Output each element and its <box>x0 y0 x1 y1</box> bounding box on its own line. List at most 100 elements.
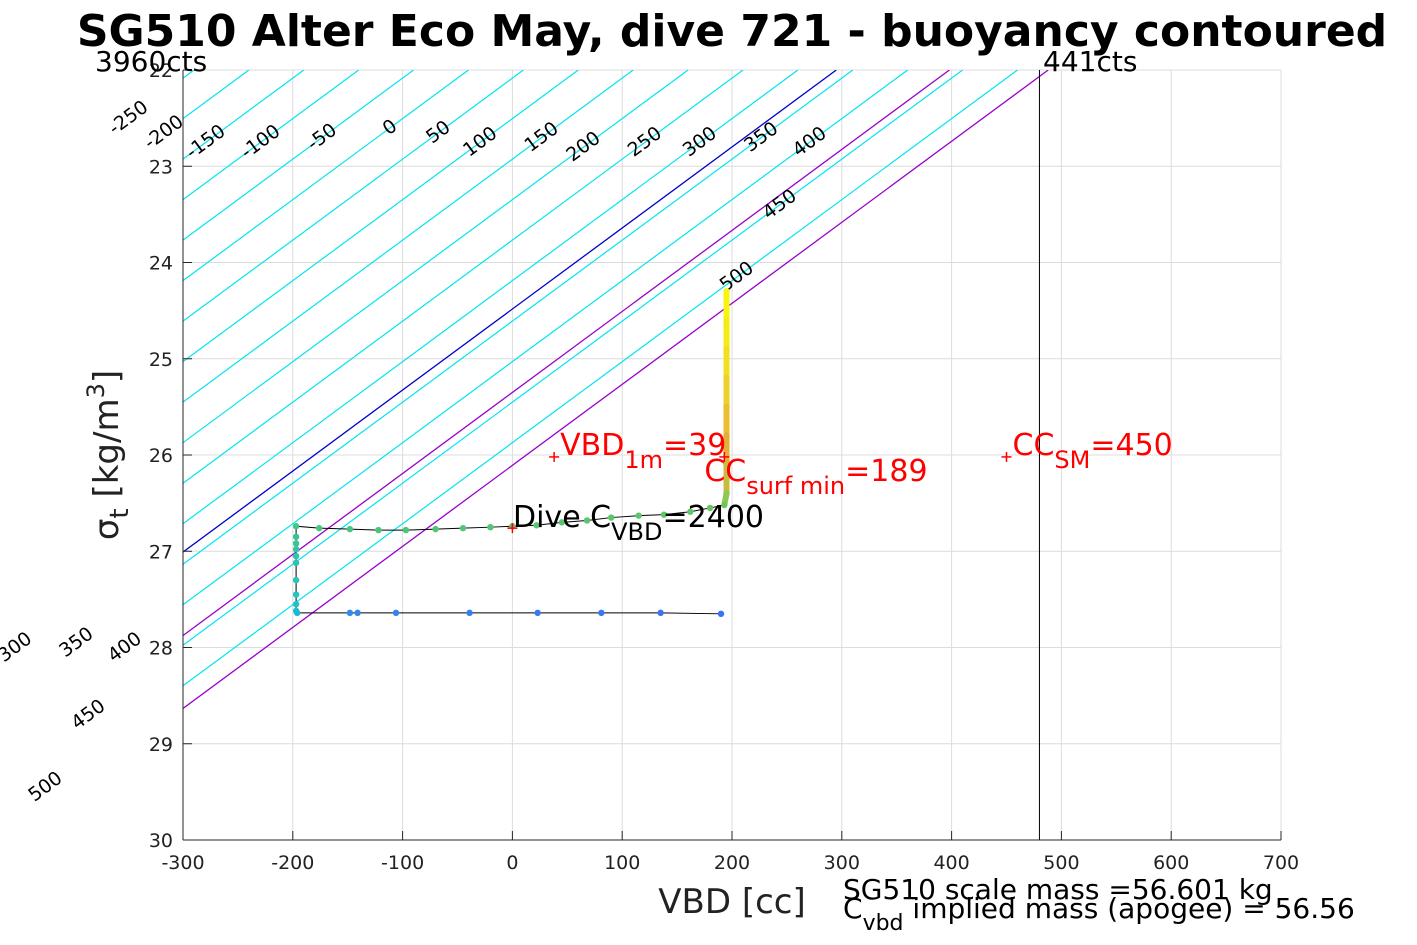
dive-point <box>723 432 730 439</box>
dive-point <box>723 374 730 382</box>
dive-point <box>723 461 730 468</box>
y-tick-label: 27 <box>149 541 173 563</box>
contour-line <box>183 70 799 525</box>
dive-point <box>392 609 400 617</box>
x-tick-label: -200 <box>271 852 314 874</box>
dive-point <box>608 514 615 521</box>
dive-point <box>706 504 714 512</box>
y-label-sub: t <box>105 508 135 518</box>
dive-point <box>346 609 354 617</box>
x-axis-label: VBD [cc] <box>658 882 806 922</box>
dive-point <box>687 508 694 515</box>
contour-line <box>183 70 414 241</box>
x-tick-label: 100 <box>604 852 640 874</box>
dive-point <box>315 524 323 532</box>
dive-point <box>717 610 725 618</box>
x-tick-label: -300 <box>161 852 204 874</box>
contour-line <box>183 70 963 646</box>
y-tick-label: 22 <box>149 60 173 82</box>
dive-point <box>558 519 566 526</box>
y-label-sup: 3 <box>82 383 110 398</box>
dive-point <box>292 559 300 566</box>
x-tick-label: 500 <box>1043 852 1079 874</box>
y-axis-label: σt [kg/m3] <box>82 370 135 540</box>
contour-line <box>183 70 854 565</box>
contour-line <box>183 70 909 606</box>
contour-line <box>183 70 524 322</box>
dive-point <box>292 540 300 547</box>
dive-point <box>292 523 300 530</box>
y-label-close: ] <box>87 370 127 383</box>
contour-line <box>183 70 689 444</box>
dive-point <box>723 317 730 324</box>
tick-labels: -300 -200 -100 0 100 200 300 400 500 600 700 22 23 24… <box>149 60 1299 874</box>
dive-point <box>432 525 439 533</box>
red-marker-label: CCSM=450 <box>1013 428 1173 474</box>
note-scale-mass: SG510 scale mass =56.601 kg <box>843 873 1273 906</box>
dive-point <box>292 600 300 608</box>
y-tick-label: 26 <box>149 445 173 467</box>
contour-line <box>183 70 469 282</box>
highlight-line <box>183 70 950 637</box>
dive-point <box>292 576 300 584</box>
y-tick-label: 28 <box>149 638 173 660</box>
dive-point <box>660 511 668 518</box>
chart-title: SG510 Alter Eco May, dive 721 - buoyancy… <box>77 6 1387 57</box>
y-tick-label: 25 <box>149 349 173 371</box>
x-tick-label: 400 <box>933 852 969 874</box>
contour-line <box>183 70 360 201</box>
dive-point <box>292 552 300 560</box>
y-tick-label: 29 <box>149 734 173 756</box>
contour-line <box>183 70 579 363</box>
count-label-right: 441cts <box>1043 45 1137 78</box>
y-tick-label: 30 <box>149 830 173 852</box>
dive-point <box>723 490 730 497</box>
red-marker-label: VBD1m=39 <box>560 428 726 474</box>
dive-cvbd-label: Dive CVBD=2400 <box>513 500 764 546</box>
dive-point <box>723 288 730 295</box>
dive-point <box>657 609 664 617</box>
dive-point <box>534 609 541 617</box>
svg-text:σt [kg/m3]: σt [kg/m3] <box>82 370 135 540</box>
dive-point <box>375 526 382 534</box>
highlight-line <box>183 70 837 553</box>
axes <box>182 69 1282 841</box>
dive-point <box>292 533 300 541</box>
dive-point <box>583 517 591 524</box>
contour-line <box>183 70 1018 687</box>
dive-point <box>459 524 467 532</box>
x-tick-label: -100 <box>381 852 424 874</box>
contour-line <box>183 70 634 403</box>
contour-lines <box>183 70 1049 840</box>
dive-point <box>292 591 300 598</box>
y-tick-label: 24 <box>149 253 173 275</box>
x-tick-label: 200 <box>714 852 750 874</box>
dive-point <box>598 609 605 617</box>
dive-point <box>721 501 728 509</box>
dive-point <box>402 526 410 534</box>
x-tick-label: 700 <box>1263 852 1299 874</box>
x-tick-label: 600 <box>1153 852 1189 874</box>
dive-point <box>723 345 730 353</box>
dive-point <box>346 525 354 533</box>
dive-point <box>293 609 301 617</box>
dive-point <box>354 609 361 617</box>
red-marker-label: CCsurf min=189 <box>704 454 927 500</box>
contour-line <box>183 70 744 484</box>
dive-point <box>292 546 300 553</box>
x-tick-label: 0 <box>506 852 518 874</box>
dive-point <box>466 609 473 617</box>
dive-point <box>635 512 642 519</box>
x-tick-label: 300 <box>824 852 860 874</box>
dive-point <box>723 403 730 411</box>
dive-point <box>533 522 540 529</box>
count-label-left: 3960cts <box>95 45 207 78</box>
y-label-sigma: σ <box>87 519 127 541</box>
dive-point <box>487 523 494 531</box>
y-tick-label: 23 <box>149 156 173 178</box>
dive-points <box>292 288 730 618</box>
highlight-line <box>183 70 1049 710</box>
note-implied-mass: Cvbd implied mass (apogee) = 56.56 <box>843 892 1355 936</box>
